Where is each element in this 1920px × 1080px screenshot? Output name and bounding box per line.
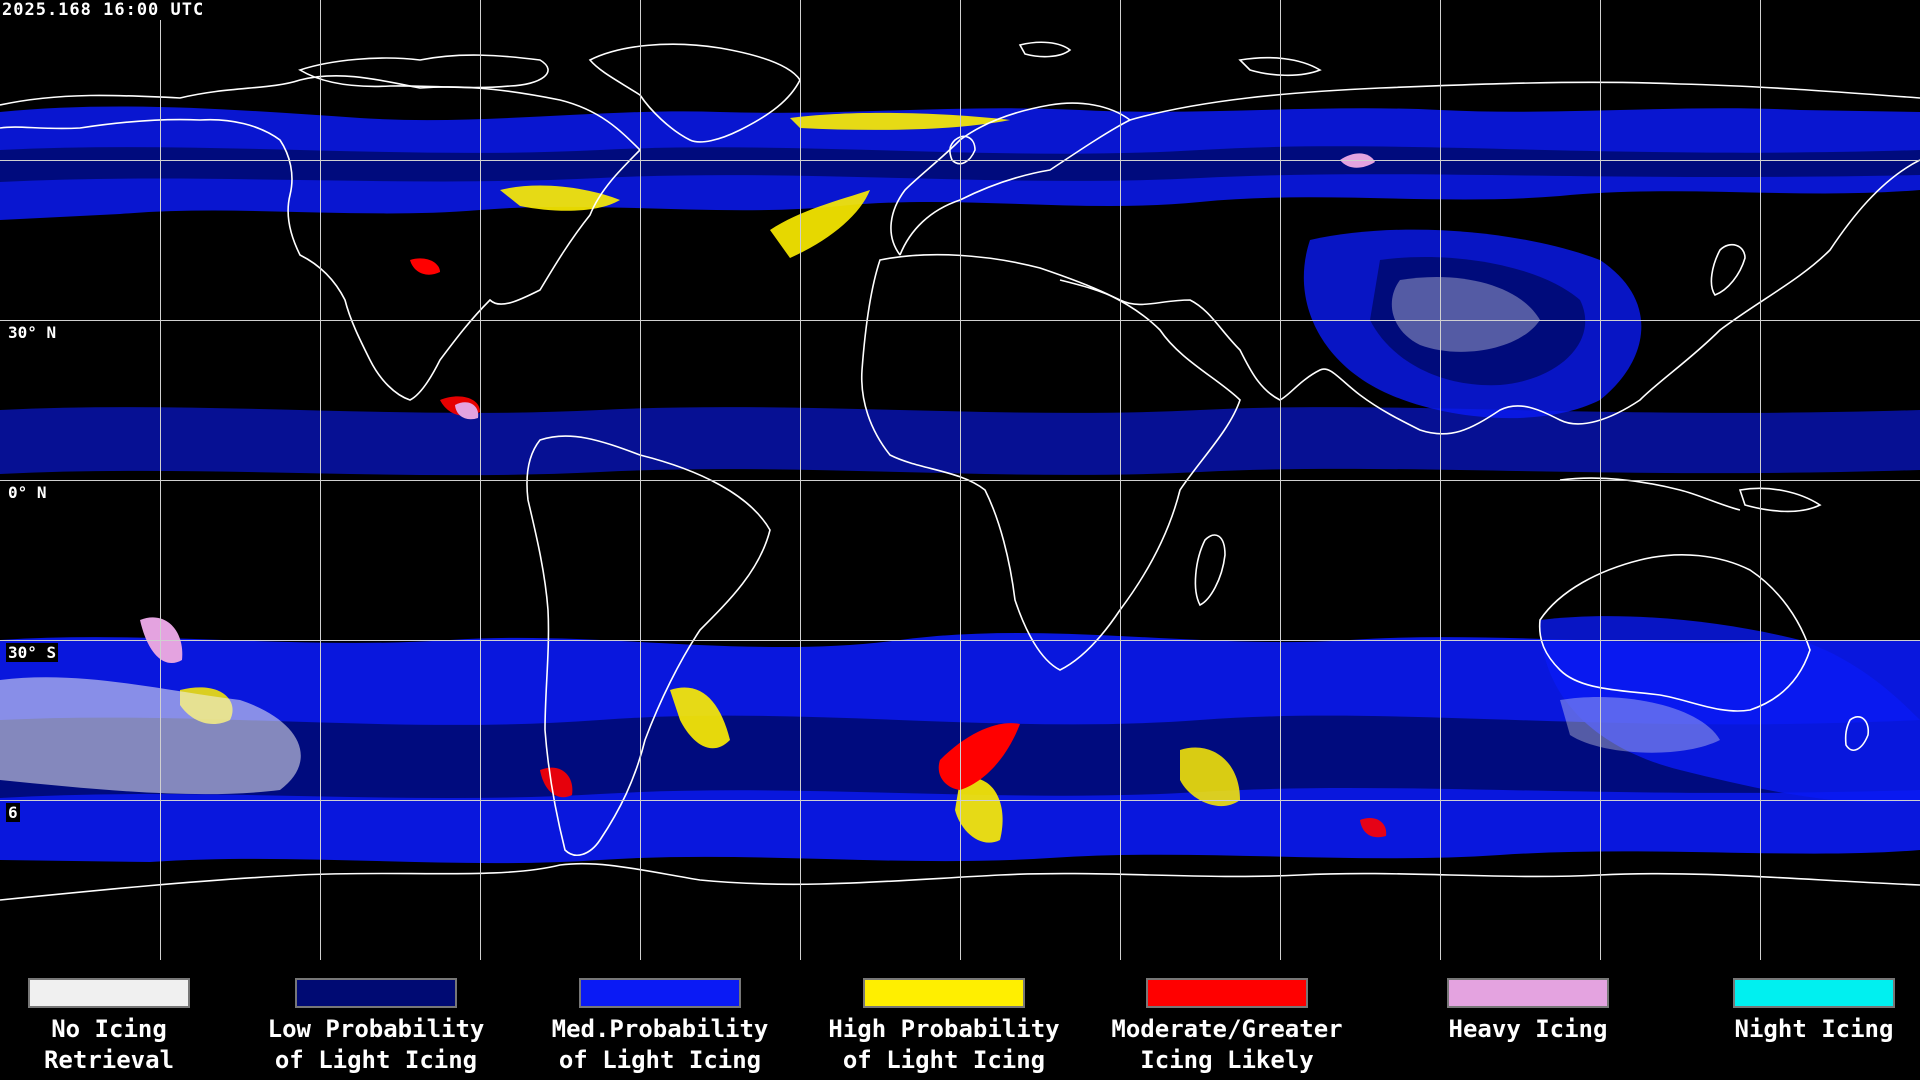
graticule-grid: [0, 0, 1920, 960]
icing-patch-high-europe: [790, 112, 1010, 130]
legend-label-moderate: Moderate/Greater Icing Likely: [1111, 1015, 1343, 1074]
icing-map: 2025.168 16:00 UTC 30° N 0° N 30° S 6: [0, 0, 1920, 960]
icing-patch-no-icing-south-pacific: [0, 677, 301, 795]
coastline-greenland: [588, 43, 801, 143]
icing-patch-heavy-central-america: [455, 402, 479, 420]
lat-label-30n: 30° N: [6, 323, 59, 342]
lat-label-0n: 0° N: [6, 483, 49, 502]
legend-swatch-no-icing: [28, 978, 190, 1008]
icing-patch-moderate-gulf: [410, 258, 440, 275]
icing-patch-no-icing-asia: [1391, 276, 1540, 352]
icing-patch-asia-low: [1370, 256, 1586, 386]
legend-swatch-night: [1733, 978, 1895, 1008]
icing-patch-high-south-africa: [955, 778, 1003, 843]
legend-swatch-high: [863, 978, 1025, 1008]
legend-swatch-heavy: [1447, 978, 1609, 1008]
coastline-indonesia: [1559, 477, 1741, 511]
coastline-arctic-islands: [298, 54, 549, 89]
icing-patch-moderate-tasman: [1360, 817, 1387, 838]
legend-swatch-med: [579, 978, 741, 1008]
legend-item-med: Med.Probability of Light Icing: [530, 978, 790, 1076]
legend-item-heavy: Heavy Icing: [1398, 978, 1658, 1045]
coastline-south-america: [526, 435, 771, 856]
legend-swatch-moderate: [1146, 978, 1308, 1008]
coastline-australia: [1538, 554, 1811, 712]
legend-label-med: Med.Probability of Light Icing: [551, 1015, 769, 1074]
lat-label-30s: 30° S: [6, 643, 59, 662]
legend-item-low: Low Probability of Light Icing: [246, 978, 506, 1076]
lat-label-60s: 6: [6, 803, 20, 822]
icing-patch-moderate-south-america: [540, 767, 573, 798]
legend-item-no-icing: No Icing Retrieval: [0, 978, 239, 1076]
coastline-new-guinea: [1738, 487, 1822, 513]
coastline-asia: [1059, 81, 1920, 435]
legend-item-night: Night Icing: [1684, 978, 1920, 1045]
icing-patch-high-south-atlantic: [670, 687, 730, 749]
legend-label-no-icing: No Icing Retrieval: [43, 1015, 175, 1074]
coastline-europe: [890, 102, 1132, 256]
icing-patch-high-south-indian: [1180, 747, 1240, 807]
icing-patch-high-atlantic: [770, 190, 870, 258]
coastline-africa: [860, 253, 1241, 671]
map-canvas: [0, 0, 1920, 960]
icing-patch-australia: [1540, 616, 1920, 803]
legend-label-heavy: Heavy Icing: [1448, 1015, 1608, 1043]
legend-item-moderate: Moderate/Greater Icing Likely: [1097, 978, 1357, 1076]
legend-swatch-low: [295, 978, 457, 1008]
coastline-british-isles: [949, 135, 976, 165]
legend-label-low: Low Probability of Light Icing: [267, 1015, 485, 1074]
legend-label-high: High Probability of Light Icing: [828, 1015, 1060, 1074]
icing-patch-moderate-south-atlantic: [938, 723, 1020, 790]
icing-patch-high-north-america: [500, 185, 620, 211]
legend-item-high: High Probability of Light Icing: [814, 978, 1074, 1076]
coastline-svalbard: [1018, 41, 1072, 58]
legend-label-night: Night Icing: [1734, 1015, 1894, 1043]
coastline-new-zealand: [1844, 716, 1870, 751]
coastline-franz-josef: [1238, 56, 1322, 77]
coastline-madagascar: [1194, 534, 1226, 607]
coastline-japan: [1710, 243, 1746, 296]
timestamp-label: 2025.168 16:00 UTC: [2, 0, 209, 20]
legend: No Icing Retrieval Low Probability of Li…: [0, 960, 1920, 1080]
